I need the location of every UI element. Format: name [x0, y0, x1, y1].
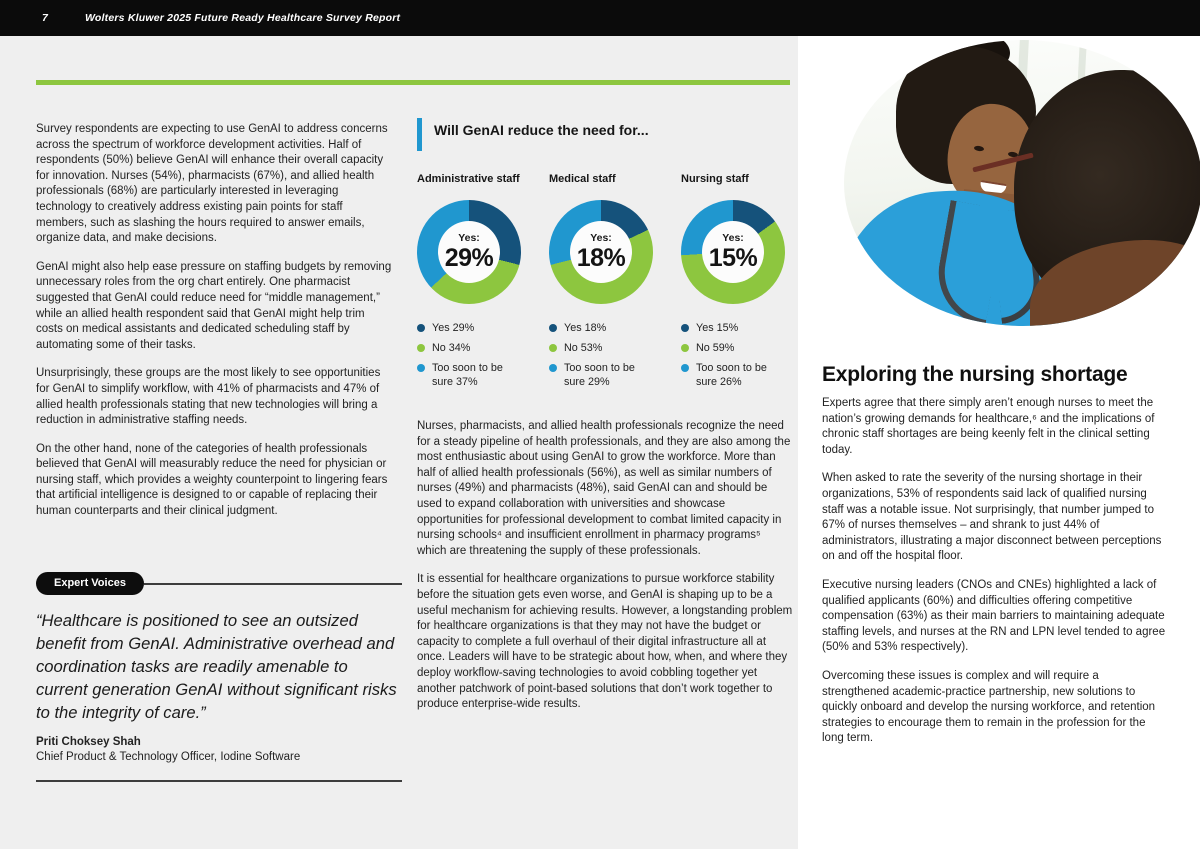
legend-dot-too-soon — [549, 364, 557, 372]
legend-label: No 59% — [696, 342, 735, 354]
body-paragraph: Executive nursing leaders (CNOs and CNEs… — [822, 578, 1166, 654]
legend-label: Too soon to be sure 26% — [696, 362, 767, 388]
donut-chart-administrative-staff: Administrative staff Yes: 29% Yes 29% No… — [417, 173, 549, 395]
legend-dot-no — [549, 344, 557, 352]
chart-section-header: Will GenAI reduce the need for... — [417, 118, 793, 151]
chart-title: Medical staff — [549, 173, 616, 185]
donut-chart: Yes: 29% — [417, 200, 521, 304]
document-title: Wolters Kluwer 2025 Future Ready Healthc… — [85, 12, 401, 24]
legend-dot-yes — [417, 324, 425, 332]
section-heading: Exploring the nursing shortage — [822, 363, 1128, 386]
blue-accent-bar — [417, 118, 422, 151]
legend-item: Yes 18% — [549, 321, 681, 335]
left-column: Survey respondents are expecting to use … — [36, 122, 392, 533]
green-divider-bar — [36, 80, 790, 85]
expert-voices-badge: Expert Voices — [36, 572, 144, 595]
legend-label: No 53% — [564, 342, 603, 354]
body-paragraph: GenAI might also help ease pressure on s… — [36, 260, 392, 351]
chart-title: Nursing staff — [681, 173, 749, 185]
badge-rule-line — [143, 582, 402, 585]
expert-quote: “Healthcare is positioned to see an outs… — [36, 611, 397, 722]
section-rule-line — [36, 780, 402, 782]
donut-chart-medical-staff: Medical staff Yes: 18% Yes 18% No 53% To… — [549, 173, 681, 395]
donut-center: Yes: 29% — [438, 221, 500, 283]
page-header: 7 Wolters Kluwer 2025 Future Ready Healt… — [0, 0, 1200, 36]
middle-column-body: Nurses, pharmacists, and allied health p… — [417, 419, 793, 713]
right-panel: Exploring the nursing shortage Experts a… — [798, 36, 1200, 849]
body-paragraph: Experts agree that there simply aren’t e… — [822, 397, 1155, 456]
donut-center-value: 29% — [444, 243, 494, 272]
right-column: Exploring the nursing shortage Experts a… — [822, 363, 1168, 760]
body-paragraph: When asked to rate the severity of the n… — [822, 472, 1162, 563]
nurse-patient-photo — [844, 40, 1200, 326]
legend-item: Yes 29% — [417, 321, 549, 335]
legend-dot-no — [417, 344, 425, 352]
chart-legend: Yes 18% No 53% Too soon to be sure 29% — [549, 321, 681, 389]
donut-center-label: Yes: — [458, 232, 480, 245]
donut-center-value: 15% — [708, 243, 758, 272]
donut-center: Yes: 18% — [570, 221, 632, 283]
legend-label: Too soon to be sure 37% — [432, 362, 503, 388]
legend-dot-too-soon — [417, 364, 425, 372]
legend-dot-too-soon — [681, 364, 689, 372]
donut-charts-row: Administrative staff Yes: 29% Yes 29% No… — [417, 173, 793, 395]
legend-item: Too soon to be sure 26% — [681, 361, 793, 389]
chart-section-title: Will GenAI reduce the need for... — [434, 122, 649, 138]
legend-label: Too soon to be sure 29% — [564, 362, 635, 388]
quote-author-name: Priti Choksey Shah — [36, 736, 141, 748]
legend-dot-yes — [549, 324, 557, 332]
donut-center-label: Yes: — [722, 232, 744, 245]
legend-item: Too soon to be sure 29% — [549, 361, 681, 389]
body-paragraph: Nurses, pharmacists, and allied health p… — [417, 420, 791, 557]
body-paragraph: On the other hand, none of the categorie… — [36, 442, 388, 518]
body-paragraph: Survey respondents are expecting to use … — [36, 123, 388, 245]
legend-dot-yes — [681, 324, 689, 332]
legend-item: Too soon to be sure 37% — [417, 361, 549, 389]
chart-legend: Yes 29% No 34% Too soon to be sure 37% — [417, 321, 549, 389]
legend-label: No 34% — [432, 342, 471, 354]
expert-voices-section: Expert Voices “Healthcare is positioned … — [36, 572, 402, 782]
legend-item: No 53% — [549, 341, 681, 355]
chart-title: Administrative staff — [417, 173, 520, 185]
donut-center-label: Yes: — [590, 232, 612, 245]
donut-chart: Yes: 18% — [549, 200, 653, 304]
expert-voices-header: Expert Voices — [36, 572, 402, 595]
legend-label: Yes 18% — [564, 322, 607, 334]
legend-item: No 34% — [417, 341, 549, 355]
middle-column: Will GenAI reduce the need for... Admini… — [417, 118, 793, 726]
donut-chart-nursing-staff: Nursing staff Yes: 15% Yes 15% No 59% To… — [681, 173, 793, 395]
legend-dot-no — [681, 344, 689, 352]
chart-legend: Yes 15% No 59% Too soon to be sure 26% — [681, 321, 793, 389]
donut-center: Yes: 15% — [702, 221, 764, 283]
body-paragraph: Overcoming these issues is complex and w… — [822, 669, 1156, 745]
legend-item: No 59% — [681, 341, 793, 355]
legend-label: Yes 29% — [432, 322, 475, 334]
donut-chart: Yes: 15% — [681, 200, 785, 304]
legend-label: Yes 15% — [696, 322, 739, 334]
body-paragraph: It is essential for healthcare organizat… — [417, 573, 793, 711]
donut-center-value: 18% — [576, 243, 626, 272]
legend-item: Yes 15% — [681, 321, 793, 335]
quote-author-title: Chief Product & Technology Officer, Iodi… — [36, 751, 301, 763]
page-number: 7 — [42, 12, 48, 24]
body-paragraph: Unsurprisingly, these groups are the mos… — [36, 367, 381, 427]
